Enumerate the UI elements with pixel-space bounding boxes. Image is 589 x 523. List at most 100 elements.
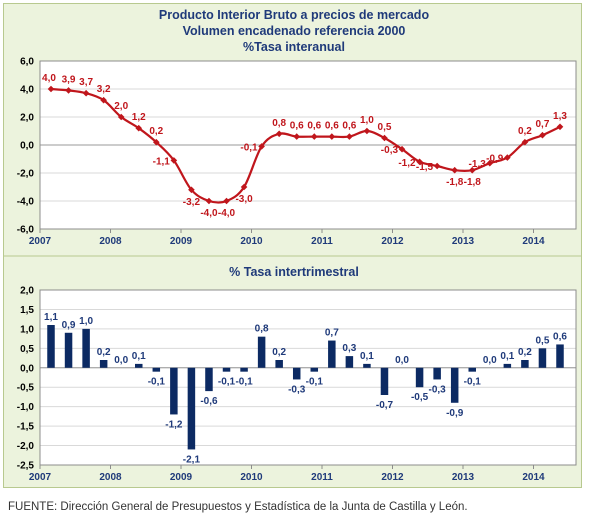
bar-data-label: -2,1 <box>183 454 201 465</box>
line-data-label: 0,6 <box>290 121 304 132</box>
bar-data-label: -0,1 <box>235 377 253 388</box>
bar-grid <box>39 289 577 466</box>
line-data-label: -0,1 <box>240 142 258 153</box>
bar <box>292 367 301 380</box>
line-data-label: -1,3 <box>469 159 487 170</box>
bar <box>310 367 319 372</box>
x-tick-label: 2014 <box>522 236 545 247</box>
y-tick-label: -2,0 <box>17 441 35 452</box>
data-point <box>153 138 160 146</box>
line-data-label: -1,8 <box>446 177 464 188</box>
data-point <box>310 133 318 140</box>
line-data-label: -1,2 <box>398 158 416 169</box>
line-data-label: -4,0 <box>200 208 218 219</box>
bar <box>205 367 213 392</box>
line-data-label: 1,0 <box>360 115 374 126</box>
bar <box>468 367 476 372</box>
bar-data-label: 1,0 <box>79 316 93 327</box>
bar <box>135 363 143 368</box>
data-point <box>170 157 178 164</box>
data-point <box>381 134 388 142</box>
line-data-label: 0,6 <box>325 121 339 132</box>
y-tick-label: 0,0 <box>20 141 34 152</box>
data-point <box>504 154 511 161</box>
data-point <box>82 89 90 97</box>
y-tick-label: -4,0 <box>17 197 35 208</box>
bar <box>82 328 90 368</box>
bar-data-label: 0,8 <box>255 324 269 335</box>
line-data-label: 2,0 <box>114 101 128 112</box>
bar <box>187 367 196 450</box>
bar <box>47 325 55 368</box>
bar-data-labels: 1,10,9 1,00,20,0 0,1-0,1-1,2-2,1-0,6-0,1 -0… <box>44 312 567 465</box>
bar-series <box>47 325 564 450</box>
line-data-label: 0,6 <box>307 121 321 132</box>
line-data-label: 0,6 <box>342 121 356 132</box>
bar-data-label: -0,9 <box>446 408 464 419</box>
data-point <box>100 96 107 104</box>
line-data-labels: 4,0 3,9 3,73,22,01,20,2-1,1-3,2-4,0 -4,0-3,… <box>42 73 567 219</box>
line-data-label: 0,2 <box>149 126 163 137</box>
y-tick-label: 6,0 <box>20 57 34 68</box>
bar-data-label: -0,6 <box>200 396 218 407</box>
x-tick-label: 2008 <box>99 472 122 483</box>
y-tick-label: 1,5 <box>20 305 34 316</box>
data-point <box>275 130 283 138</box>
line-data-label: -3,0 <box>235 194 253 205</box>
line-data-label: 3,2 <box>97 84 111 95</box>
bar-data-label: 0,6 <box>553 331 567 342</box>
bar-data-label: 0,1 <box>500 351 514 362</box>
data-point <box>398 145 406 153</box>
bar <box>152 367 161 372</box>
bar-data-label: 0,1 <box>132 351 146 362</box>
x-tick-label: 2009 <box>170 472 193 483</box>
bar <box>275 360 283 368</box>
line-data-label: -0,3 <box>381 145 399 156</box>
bar-data-label: -1,2 <box>165 419 183 430</box>
y-tick-label: -6,0 <box>17 225 35 236</box>
x-tick-label: 2009 <box>170 236 193 247</box>
data-point <box>47 85 55 93</box>
x-tick-label: 2013 <box>452 472 475 483</box>
x-tick-label: 2007 <box>29 236 52 247</box>
chart-title: Producto Interior Bruto a precios de mer… <box>159 8 430 22</box>
bar <box>345 356 354 368</box>
x-tick-label: 2014 <box>522 472 545 483</box>
x-tick-label: 2012 <box>381 236 404 247</box>
y-tick-label: -1,5 <box>17 422 35 433</box>
bar-chart-title: % Tasa intertrimestral <box>229 265 359 279</box>
chart-subtitle: Volumen encadenado referencia 2000 <box>183 24 406 38</box>
y-tick-label: 2,0 <box>20 113 34 124</box>
bar <box>99 360 108 368</box>
bar <box>380 367 389 395</box>
y-tick-label: -2,0 <box>17 169 35 180</box>
line-y-axis: 6,0 4,0 2,0 0,0 -2,0 -4,0 -6,0 <box>17 57 35 236</box>
bar-data-label: -0,1 <box>464 377 482 388</box>
data-point <box>486 159 494 167</box>
bar-data-label: -0,1 <box>218 377 236 388</box>
plot-border <box>39 289 577 466</box>
bar <box>538 348 547 368</box>
bar <box>521 360 529 368</box>
line-data-label: 3,9 <box>62 74 76 85</box>
y-tick-label: 2,0 <box>20 286 34 297</box>
bar-data-label: 1,1 <box>44 312 58 323</box>
bar <box>257 336 266 368</box>
line-data-label: 0,8 <box>272 118 286 129</box>
data-point <box>117 113 125 121</box>
data-point <box>521 138 529 146</box>
bar-data-label: 0,3 <box>342 343 356 354</box>
bar <box>503 363 512 368</box>
bar <box>556 344 564 368</box>
bar-data-label: 0,2 <box>97 347 111 358</box>
data-point <box>433 162 441 170</box>
bar-data-label: 0,7 <box>325 328 339 339</box>
x-tick-label: 2012 <box>381 472 404 483</box>
line-data-label: 3,7 <box>79 77 93 88</box>
data-point <box>293 133 301 140</box>
y-tick-label: -2,5 <box>17 461 35 472</box>
data-point <box>258 143 265 150</box>
data-point <box>451 166 458 174</box>
y-tick-label: 4,0 <box>20 85 34 96</box>
